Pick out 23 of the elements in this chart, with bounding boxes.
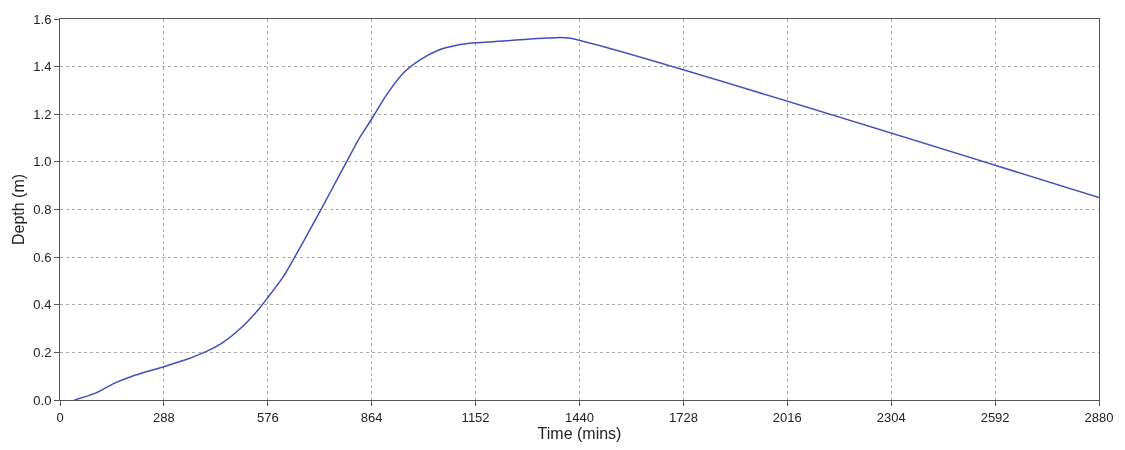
y-tick-label: 0.0	[33, 392, 52, 408]
y-tick-label: 0.6	[33, 249, 52, 265]
y-tick-label: 0.4	[33, 297, 52, 313]
x-tick-label: 0	[56, 409, 64, 425]
y-tick-label: 1.6	[33, 11, 52, 27]
x-tick-label: 2304	[876, 409, 906, 425]
y-tick-label: 0.8	[33, 202, 52, 218]
x-tick-label: 576	[256, 409, 279, 425]
y-tick-label: 1.2	[33, 106, 52, 122]
y-tick-label: 1.0	[33, 154, 52, 170]
y-tick-label: 0.2	[33, 344, 52, 360]
x-tick-label: 2592	[980, 409, 1010, 425]
line-series	[73, 36, 1099, 400]
x-tick-label: 288	[153, 409, 175, 425]
y-tick-label: 1.4	[33, 59, 52, 75]
x-tick-label: 1440	[565, 409, 594, 425]
x-tick-label: 1728	[668, 409, 698, 425]
y-axis-title: Depth (m)	[10, 173, 28, 246]
x-axis-title: Time (mins)	[537, 424, 622, 442]
x-tick-label: 864	[360, 409, 383, 425]
x-tick-label: 2016	[772, 409, 802, 425]
x-tick-label: 1152	[461, 409, 490, 425]
x-tick-label: 2880	[1084, 409, 1114, 425]
